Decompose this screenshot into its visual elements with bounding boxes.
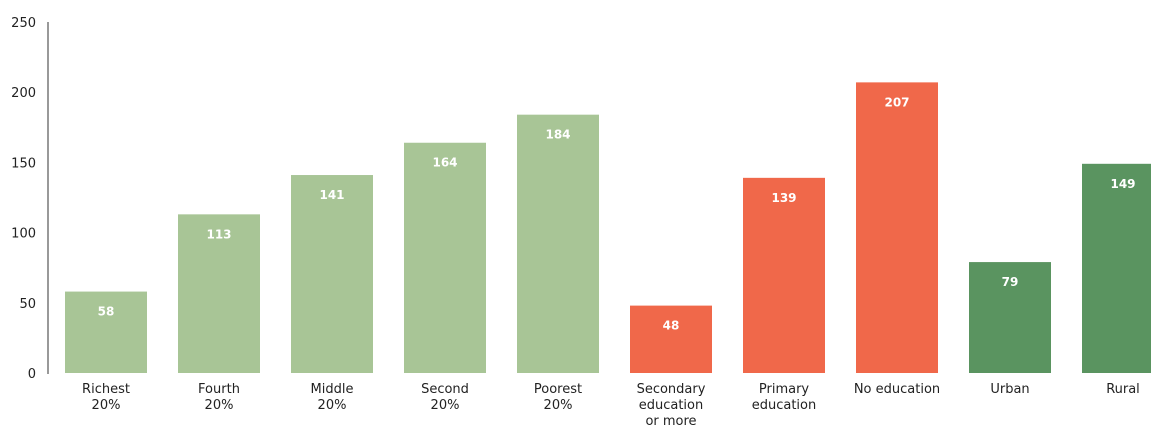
bar bbox=[969, 262, 1051, 373]
category-label: Secondary education or more bbox=[637, 382, 706, 429]
bar-value-label: 149 bbox=[1110, 177, 1135, 191]
bar bbox=[856, 82, 938, 373]
bar bbox=[291, 175, 373, 373]
bar-value-label: 48 bbox=[663, 319, 680, 333]
bar-value-label: 164 bbox=[432, 156, 457, 170]
bar-value-label: 79 bbox=[1002, 275, 1019, 289]
y-tick-label: 50 bbox=[19, 297, 36, 312]
category-label: Richest 20% bbox=[82, 382, 130, 413]
y-tick-label: 250 bbox=[11, 16, 36, 31]
category-label: No education bbox=[854, 382, 940, 397]
bar bbox=[404, 142, 486, 373]
category-label: Middle 20% bbox=[311, 382, 354, 413]
bar-value-label: 184 bbox=[545, 128, 570, 142]
bar-value-label: 139 bbox=[771, 191, 796, 205]
bar-value-label: 207 bbox=[884, 95, 909, 109]
bars bbox=[65, 82, 1151, 373]
category-label: Second 20% bbox=[421, 382, 469, 413]
bar bbox=[1082, 163, 1151, 373]
bar bbox=[517, 114, 599, 373]
y-tick-label: 150 bbox=[11, 156, 36, 171]
y-tick-label: 0 bbox=[28, 367, 36, 382]
bar-value-label: 58 bbox=[98, 305, 115, 319]
category-label: Rural bbox=[1106, 382, 1140, 397]
bar bbox=[743, 177, 825, 373]
y-tick-label: 100 bbox=[11, 227, 36, 242]
category-label: Urban bbox=[990, 382, 1029, 397]
category-label: Fourth 20% bbox=[198, 382, 240, 413]
category-label: Poorest 20% bbox=[534, 382, 582, 413]
bar bbox=[178, 214, 260, 373]
bar-value-label: 141 bbox=[319, 188, 344, 202]
bar-value-label: 113 bbox=[206, 227, 231, 241]
category-label: Primary education bbox=[752, 382, 817, 413]
y-tick-label: 200 bbox=[11, 86, 36, 101]
y-axis: 0 50 100 150 200 250 bbox=[11, 16, 49, 382]
category-labels: Richest 20% Fourth 20% Middle 20% Second 20% Poo… bbox=[82, 382, 1140, 429]
bar bbox=[630, 305, 712, 373]
bar-value-labels: 58 113 141 164 184 48 139 207 79 149 bbox=[98, 95, 1136, 332]
bar bbox=[65, 291, 147, 373]
